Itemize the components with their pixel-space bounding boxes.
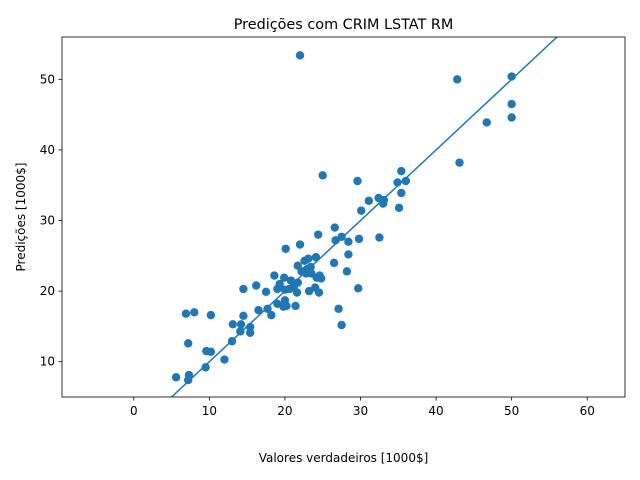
data-point — [236, 327, 245, 336]
data-point — [397, 188, 406, 198]
data-point — [329, 258, 339, 268]
data-point — [220, 355, 229, 364]
x-tick-label: 60 — [580, 404, 595, 418]
data-point — [344, 237, 353, 246]
data-point — [201, 363, 210, 372]
x-axis-ticks: 0 10 20 30 40 50 60 — [130, 397, 595, 418]
data-point — [401, 176, 411, 186]
data-point — [279, 273, 289, 282]
data-point — [354, 234, 364, 244]
data-point — [281, 244, 290, 253]
data-point — [239, 284, 248, 294]
data-point — [357, 206, 366, 215]
data-point — [267, 310, 276, 320]
data-point — [354, 284, 363, 293]
data-point — [331, 236, 340, 245]
data-point — [295, 51, 305, 60]
data-point — [239, 311, 248, 321]
data-point — [252, 281, 261, 290]
plot-frame — [61, 36, 626, 398]
data-point — [206, 347, 216, 357]
y-tick-label: 20 — [40, 284, 55, 298]
data-point — [254, 305, 263, 315]
data-point — [184, 339, 193, 348]
x-tick-label: 30 — [353, 404, 368, 418]
data-point — [344, 250, 353, 259]
y-tick-label: 30 — [40, 214, 55, 228]
data-point — [397, 166, 406, 176]
x-tick-label: 10 — [202, 404, 217, 418]
x-tick-label: 40 — [428, 404, 443, 418]
data-point — [300, 256, 309, 265]
data-point — [280, 285, 290, 294]
data-point — [310, 283, 320, 292]
data-point — [227, 337, 237, 346]
data-point — [236, 320, 246, 329]
data-point — [228, 320, 237, 329]
data-point — [282, 301, 291, 311]
data-point — [393, 178, 402, 187]
data-point — [312, 273, 321, 282]
data-point — [206, 310, 216, 320]
data-point — [507, 72, 516, 81]
data-point — [261, 287, 271, 297]
data-point — [270, 271, 279, 280]
y-tick-label: 40 — [40, 143, 55, 157]
data-points-layer — [171, 51, 516, 385]
data-point — [375, 233, 384, 242]
x-tick-label: 50 — [504, 404, 519, 418]
y-tick-label: 10 — [40, 355, 55, 369]
data-point — [507, 99, 516, 109]
data-point — [378, 199, 388, 208]
data-point — [482, 118, 491, 127]
data-point — [295, 240, 305, 249]
data-point — [190, 308, 199, 317]
data-point — [453, 75, 462, 84]
y-tick-label: 50 — [40, 72, 55, 86]
data-point — [184, 375, 193, 385]
data-point — [455, 158, 464, 167]
y-axis-label: Predições [1000$] — [14, 163, 28, 272]
data-point — [334, 304, 343, 313]
data-point — [364, 196, 374, 205]
y-axis-ticks: 10 20 30 40 50 — [40, 72, 62, 369]
data-point — [353, 176, 362, 186]
data-point — [171, 373, 181, 382]
data-point — [313, 230, 323, 239]
data-point — [301, 269, 311, 278]
data-point — [273, 284, 282, 294]
data-point — [318, 171, 327, 180]
x-tick-label: 0 — [130, 404, 138, 418]
data-point — [394, 203, 404, 213]
data-point — [337, 320, 346, 330]
x-axis-label: Valores verdadeiros [1000$] — [259, 451, 429, 465]
data-point — [263, 304, 272, 313]
chart-title: Predições com CRIM LSTAT RM — [234, 17, 454, 33]
data-point — [311, 253, 321, 262]
data-point — [181, 309, 191, 318]
data-point — [507, 113, 516, 122]
x-tick-label: 20 — [277, 404, 292, 418]
data-point — [245, 328, 255, 337]
data-point — [291, 301, 300, 311]
data-point — [342, 267, 352, 276]
data-point — [330, 223, 340, 232]
data-point — [292, 288, 302, 297]
